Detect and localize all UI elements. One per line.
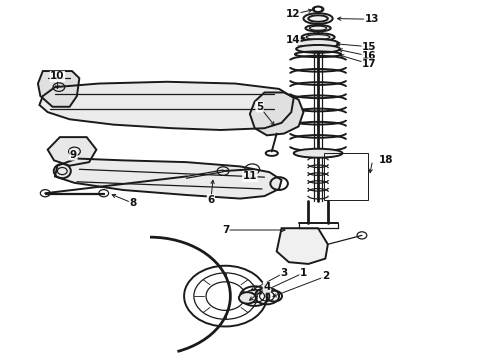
Text: 16: 16 [362, 51, 376, 61]
Text: 13: 13 [365, 14, 379, 24]
Text: 12: 12 [286, 9, 300, 19]
Text: 1: 1 [300, 268, 307, 278]
Text: 3: 3 [280, 268, 288, 278]
Polygon shape [39, 82, 294, 130]
Text: 4: 4 [263, 282, 270, 292]
Text: 7: 7 [222, 225, 229, 235]
Ellipse shape [294, 149, 343, 158]
Text: 2: 2 [322, 271, 329, 282]
Text: 9: 9 [70, 150, 77, 160]
Ellipse shape [296, 45, 340, 53]
Text: 15: 15 [362, 42, 376, 52]
Ellipse shape [303, 13, 333, 24]
Bar [324, 153, 368, 200]
Polygon shape [38, 71, 79, 107]
Text: 18: 18 [379, 156, 393, 165]
Polygon shape [250, 93, 303, 135]
Text: 5: 5 [256, 102, 263, 112]
Text: 8: 8 [129, 198, 137, 208]
Ellipse shape [239, 292, 256, 303]
Polygon shape [55, 158, 282, 199]
Text: 6: 6 [207, 195, 215, 204]
Polygon shape [277, 228, 328, 264]
Polygon shape [48, 137, 97, 166]
Ellipse shape [301, 33, 335, 41]
Text: 11: 11 [243, 171, 257, 181]
Ellipse shape [297, 39, 339, 48]
Text: 17: 17 [362, 59, 376, 69]
Text: 10: 10 [50, 71, 65, 81]
Text: 14: 14 [286, 35, 300, 45]
Ellipse shape [305, 25, 331, 31]
